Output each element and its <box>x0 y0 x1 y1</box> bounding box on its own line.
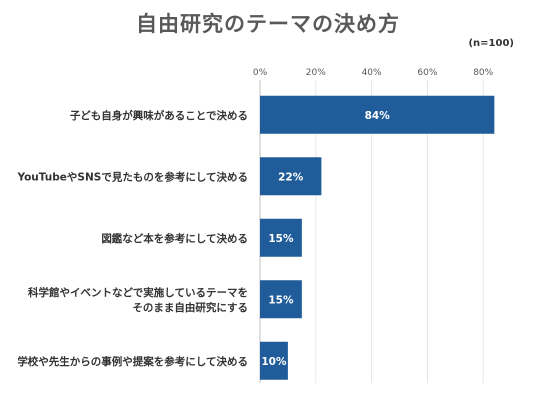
bar <box>260 280 302 319</box>
bar <box>260 95 495 134</box>
data-label: 10% <box>261 356 287 368</box>
sample-size-note: (n=100) <box>468 38 514 49</box>
x-tick-label: 80% <box>473 68 493 78</box>
category-label: 子ども自身が興味があることで決める <box>70 109 248 122</box>
bar <box>260 341 288 380</box>
data-label: 84% <box>365 110 391 122</box>
category-label: 学校や先生からの事例や提案を参考にして決める <box>17 355 248 368</box>
x-tick-label: 0% <box>253 68 268 78</box>
data-label: 15% <box>268 294 294 306</box>
category-label: そのまま自由研究にする <box>132 301 248 314</box>
x-tick-label: 60% <box>417 68 437 78</box>
category-labels: 子ども自身が興味があることで決める YouTubeやSNSで見たものを参考にして決… <box>16 109 248 368</box>
category-label: YouTubeやSNSで見たものを参考にして決める <box>16 170 248 183</box>
data-label: 15% <box>268 233 294 245</box>
category-label: 図鑑など本を参考にして決める <box>101 232 248 245</box>
chart-title: 自由研究のテーマの決め方 <box>136 12 400 36</box>
x-tick-label: 40% <box>362 68 382 78</box>
x-axis-ticks: 0% 20% 40% 60% 80% <box>253 68 494 78</box>
bar <box>260 218 302 257</box>
x-tick-label: 20% <box>306 68 326 78</box>
category-label: 科学館やイベントなどで実施しているテーマを <box>28 286 248 299</box>
bar <box>260 157 322 196</box>
data-label: 22% <box>278 171 304 183</box>
bars: 84% 22% 15% 15% 10% <box>260 95 495 380</box>
